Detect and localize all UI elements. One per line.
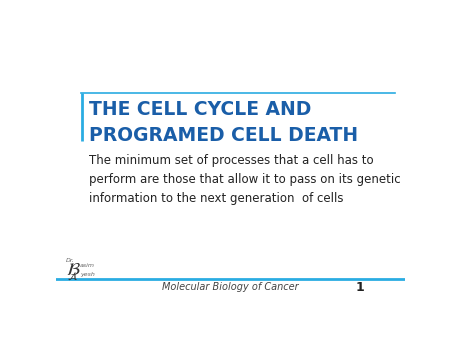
- Text: asim: asim: [80, 263, 95, 268]
- Text: yesh: yesh: [80, 272, 95, 277]
- Text: PROGRAMED CELL DEATH: PROGRAMED CELL DEATH: [90, 126, 359, 145]
- Text: $\mathcal{A}$: $\mathcal{A}$: [67, 270, 78, 282]
- Text: Molecular Biology of Cancer: Molecular Biology of Cancer: [162, 282, 299, 292]
- Text: THE CELL CYCLE AND: THE CELL CYCLE AND: [90, 100, 312, 119]
- Text: The minimum set of processes that a cell has to
perform are those that allow it : The minimum set of processes that a cell…: [90, 154, 401, 205]
- Text: 1: 1: [356, 281, 364, 294]
- Text: $\mathcal{B}$: $\mathcal{B}$: [66, 261, 81, 279]
- Text: Dr.: Dr.: [66, 258, 75, 263]
